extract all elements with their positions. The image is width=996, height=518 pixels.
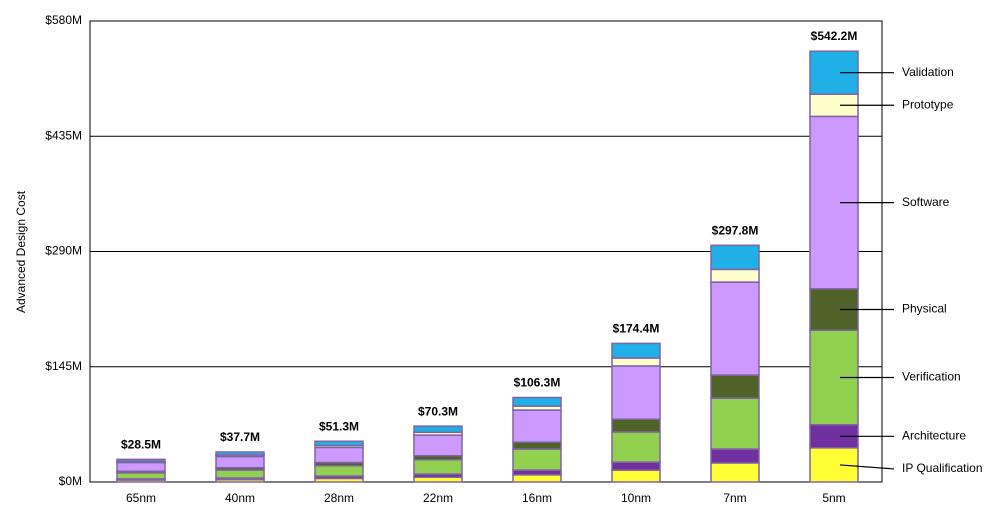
total-label: $28.5M xyxy=(121,438,161,452)
y-axis-title: Advanced Design Cost xyxy=(14,190,28,313)
legend-label: Prototype xyxy=(902,97,954,111)
x-tick-label: 40nm xyxy=(225,491,255,505)
bar-segment xyxy=(710,244,760,271)
total-label: $70.3M xyxy=(418,404,458,418)
bar-segment xyxy=(413,425,463,434)
bar-segment xyxy=(215,451,265,456)
legend-label: Architecture xyxy=(902,428,966,442)
total-label: $106.3M xyxy=(514,376,561,390)
bar-segment xyxy=(512,396,562,407)
bar-segment xyxy=(314,440,364,447)
legend-leader xyxy=(839,464,895,470)
legend-label: Verification xyxy=(902,370,961,384)
total-label: $51.3M xyxy=(319,419,359,433)
x-tick-label: 65nm xyxy=(126,491,156,505)
legend-label: Physical xyxy=(902,302,947,316)
bar-segment xyxy=(611,365,661,420)
bar-segment xyxy=(611,342,661,359)
bar-segment xyxy=(116,461,166,473)
bar-segment xyxy=(512,448,562,471)
x-tick-label: 28nm xyxy=(324,491,354,505)
bar-segment xyxy=(611,461,661,471)
bar-segment xyxy=(710,397,760,450)
x-tick-label: 5nm xyxy=(822,491,845,505)
bar-segment xyxy=(512,441,562,450)
y-tick-label: $290M xyxy=(45,244,82,258)
x-tick-label: 16nm xyxy=(522,491,552,505)
bar-segment xyxy=(611,357,661,367)
bar-segment xyxy=(710,374,760,399)
bar-segment xyxy=(611,418,661,433)
legend-label: Software xyxy=(902,195,950,209)
x-tick-label: 7nm xyxy=(723,491,746,505)
bar-segment xyxy=(413,434,463,457)
legend-label: IP Qualification xyxy=(902,461,983,475)
total-label: $542.2M xyxy=(811,29,858,43)
y-tick-label: $435M xyxy=(45,128,82,142)
bar-segment xyxy=(215,455,265,469)
bar-segment xyxy=(116,472,166,480)
bar-segment xyxy=(314,464,364,477)
total-label: $174.4M xyxy=(613,322,660,336)
x-tick-label: 22nm xyxy=(423,491,453,505)
y-tick-label: $580M xyxy=(45,13,82,27)
x-tick-label: 10nm xyxy=(621,491,651,505)
bar-segment xyxy=(413,458,463,475)
total-label: $297.8M xyxy=(712,223,759,237)
bar-segment xyxy=(116,458,166,463)
bar-segment xyxy=(512,409,562,444)
total-label: $37.7M xyxy=(220,430,260,444)
y-tick-label: $0M xyxy=(59,474,82,488)
bar-segment xyxy=(611,469,661,483)
bar-segment xyxy=(512,474,562,483)
bar-segment xyxy=(809,447,859,483)
y-tick-label: $145M xyxy=(45,359,82,373)
bar-segment xyxy=(215,469,265,479)
bar-segment xyxy=(611,431,661,463)
bar-segment xyxy=(710,281,760,376)
bar-segment xyxy=(710,268,760,283)
bar-segment xyxy=(710,462,760,483)
bar-segment xyxy=(314,446,364,464)
legend-label: Validation xyxy=(902,65,954,79)
bar-segment xyxy=(710,448,760,464)
